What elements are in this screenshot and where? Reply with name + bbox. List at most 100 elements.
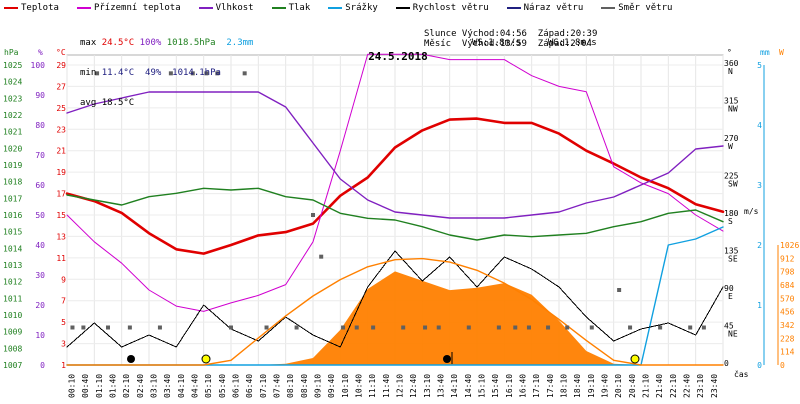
x-tick-label: 15:40	[491, 374, 500, 398]
direction-axis-title: °	[727, 48, 732, 57]
x-tick-label: 13:40	[437, 374, 446, 398]
legend-label: Vlhkost	[215, 3, 254, 13]
temp-tick-label: 11	[56, 254, 66, 263]
x-tick-label: 17:40	[546, 374, 555, 398]
min-humidity: 49%	[145, 68, 162, 78]
legend-item: Vlhkost	[198, 3, 254, 13]
x-tick-label: 17:10	[532, 374, 541, 398]
x-tick-label: 10:10	[341, 374, 350, 398]
x-tick-label: 16:10	[505, 374, 514, 398]
x-tick-label: 02:10	[122, 374, 131, 398]
legend-label: Tlak	[288, 3, 311, 13]
min-pressure: 1014.1hPa	[172, 68, 221, 78]
solar-tick-label: 912	[780, 254, 795, 263]
x-axis-label: čas	[734, 369, 749, 379]
min-label: min	[80, 68, 97, 78]
wind-direction-point	[127, 325, 132, 330]
humidity-tick-label: 30	[35, 271, 45, 280]
direction-tick-label: 180	[724, 209, 739, 218]
x-tick-label: 18:40	[573, 374, 582, 398]
x-tick-label: 11:10	[368, 374, 377, 398]
hpa-tick-label: 1022	[3, 111, 22, 120]
x-tick-label: 22:40	[683, 374, 692, 398]
direction-tick-label: 135	[724, 247, 739, 256]
legend-row: Teplota Přízemní teplota Vlhkost Tlak Srážky…	[4, 3, 690, 13]
temp-tick-label: 1	[61, 361, 66, 370]
temp-tick-label: 29	[56, 61, 66, 70]
temp-tick-label: 7	[61, 297, 66, 306]
temp-tick-label: 15	[56, 211, 66, 220]
direction-tick-name: NE	[728, 330, 738, 339]
legend-label: Teplota	[21, 3, 59, 13]
hpa-tick-label: 1018	[3, 178, 22, 187]
hpa-tick-label: 1007	[3, 361, 22, 370]
solar-area	[67, 271, 723, 365]
legend-item: Přízemní teplota	[76, 3, 181, 13]
x-tick-label: 04:10	[177, 374, 186, 398]
max-label: max	[80, 38, 97, 48]
x-tick-label: 04:40	[191, 374, 200, 398]
hpa-tick-label: 1014	[3, 244, 22, 253]
stats-max: max 24.5°C 100% 1018.5hPa 2.3mm	[80, 38, 253, 48]
humidity-tick-label: 80	[35, 121, 45, 130]
wind-direction-point	[401, 325, 406, 330]
temp-tick-label: 21	[56, 147, 66, 156]
direction-tick-label: 45	[724, 322, 734, 331]
wind-direction-point	[311, 213, 315, 217]
ms-tick-label: 4	[757, 121, 762, 130]
w-axis-title: W	[779, 48, 784, 57]
hpa-tick-label: 1008	[3, 344, 22, 353]
series-line-tlak	[66, 187, 724, 241]
x-tick-label: 11:40	[382, 374, 391, 398]
wind-direction-point	[294, 325, 299, 330]
sun-info: Slunce Východ:04:56 Západ:20:39	[424, 29, 598, 39]
hpa-tick-label: 1011	[3, 294, 22, 303]
stats-block: max 24.5°C 100% 1018.5hPa 2.3mm min 11.4…	[80, 18, 253, 118]
x-tick-label: 07:40	[273, 374, 282, 398]
legend-label: Přízemní teplota	[93, 3, 181, 13]
wind-direction-point	[546, 325, 551, 330]
direction-tick-label: 90	[724, 284, 734, 293]
rain-total: 2.3mm	[226, 38, 254, 48]
chart-title: 24.5.2018	[368, 50, 428, 63]
wind-direction-point	[70, 325, 75, 330]
sun-moon-markers	[127, 352, 640, 364]
solar-tick-label: 228	[780, 334, 795, 343]
humidity-tick-label: 20	[35, 301, 45, 310]
direction-tick-label: 270	[724, 134, 739, 143]
wind-direction-point	[423, 325, 428, 330]
wind-direction-point	[215, 71, 220, 76]
wind-direction-point	[157, 325, 162, 330]
x-tick-label: 22:10	[669, 374, 678, 398]
x-tick-label: 03:10	[150, 374, 159, 398]
wind-direction-point	[354, 325, 359, 330]
temp-tick-label: 3	[61, 340, 66, 349]
legend-item: Náraz větru	[506, 3, 584, 13]
legend-item: Směr větru	[601, 3, 672, 13]
temp-tick-label: 13	[56, 232, 66, 241]
wind-direction-point	[264, 325, 269, 330]
wind-direction-point	[617, 288, 622, 292]
legend-item: Rychlost větru	[395, 3, 489, 13]
humidity-tick-label: 70	[35, 151, 45, 160]
hpa-tick-label: 1016	[3, 211, 22, 220]
ms-tick-label: 5	[757, 61, 762, 70]
solar-radiation-area	[67, 271, 723, 365]
x-tick-label: 18:10	[560, 374, 569, 398]
x-tick-label: 05:40	[218, 374, 227, 398]
x-tick-label: 05:10	[204, 374, 213, 398]
wind-direction-point	[688, 325, 693, 330]
direction-tick-name: S	[728, 217, 733, 226]
humidity-tick-label: 90	[35, 91, 45, 100]
legend-label: Rychlost větru	[412, 3, 489, 13]
series-line-p-zemn-teplota	[66, 53, 724, 312]
legend-item: Tlak	[271, 3, 311, 13]
avg-label: avg	[80, 98, 97, 108]
legend-label: Náraz větru	[523, 3, 584, 13]
hpa-tick-label: 1010	[3, 311, 22, 320]
series-line-rychlost-v-tru	[66, 250, 724, 348]
solar-tick-label: 456	[780, 308, 795, 317]
solar-tick-label: 798	[780, 268, 795, 277]
wind-direction-points	[70, 71, 706, 330]
